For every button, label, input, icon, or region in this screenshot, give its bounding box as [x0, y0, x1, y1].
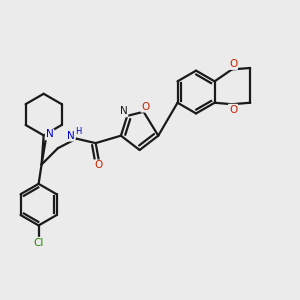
Text: N: N [67, 131, 75, 141]
Text: O: O [229, 105, 237, 115]
Text: O: O [94, 160, 103, 170]
Text: H: H [75, 127, 81, 136]
Text: N: N [120, 106, 128, 116]
Text: N: N [46, 130, 53, 140]
Text: O: O [141, 102, 149, 112]
Text: Cl: Cl [33, 238, 44, 248]
Text: O: O [229, 59, 237, 69]
